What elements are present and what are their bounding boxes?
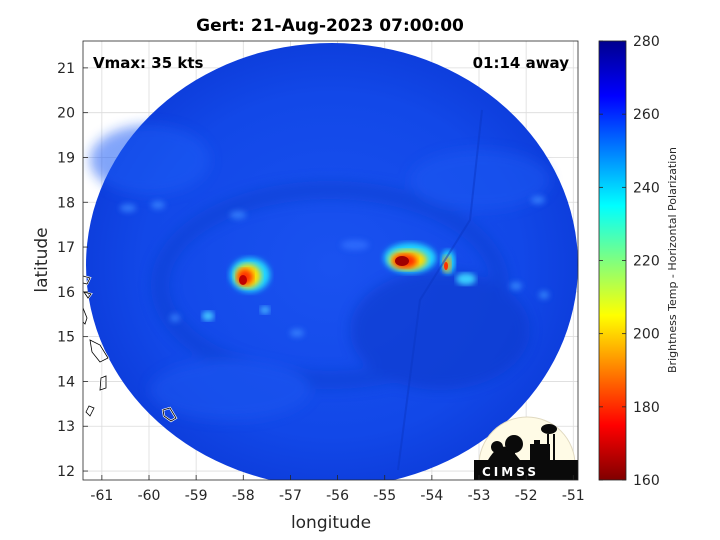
y-tick-label: 19 — [57, 150, 75, 166]
colorbar-label: Brightness Temp - Horizontal Polarizatio… — [666, 147, 679, 373]
y-tick-label: 18 — [57, 195, 75, 211]
x-tick-label: -51 — [562, 488, 585, 504]
vmax-annotation: Vmax: 35 kts — [93, 54, 203, 72]
chart-title: Gert: 21-Aug-2023 07:00:00 — [196, 16, 464, 36]
convection-west — [202, 258, 270, 321]
x-axis: -61 -60 -59 -58 -57 -56 -55 -54 -53 -52 -51 — [90, 475, 585, 504]
y-tick-label: 20 — [57, 106, 75, 122]
y-tick-label: 12 — [57, 464, 75, 480]
x-tick-label: -59 — [185, 488, 208, 504]
x-tick-label: -60 — [138, 488, 161, 504]
swath-texture — [90, 125, 550, 420]
cimss-logo: CIMSS — [474, 416, 578, 480]
x-axis-label: longitude — [291, 513, 371, 533]
light-patches — [120, 196, 549, 337]
colorbar-tick-label: 200 — [633, 327, 660, 343]
colorbar-tick-label: 160 — [633, 473, 660, 489]
x-tick-label: -61 — [90, 488, 113, 504]
y-axis: 12 13 14 15 16 17 18 19 20 21 — [57, 61, 88, 480]
x-tick-label: -57 — [279, 488, 302, 504]
y-tick-label: 21 — [57, 61, 75, 77]
axes-box — [82, 40, 579, 481]
y-tick-label: 13 — [57, 419, 75, 435]
x-tick-label: -53 — [468, 488, 491, 504]
time-away-annotation: 01:14 away — [473, 54, 570, 72]
y-tick-label: 17 — [57, 240, 75, 256]
colorbar-tick-label: 280 — [633, 34, 660, 50]
coastlines-black — [83, 275, 177, 422]
colorbar-tick-label: 240 — [633, 180, 660, 196]
x-tick-label: -52 — [515, 488, 538, 504]
x-tick-label: -55 — [373, 488, 396, 504]
colorbar-tick-label: 260 — [633, 107, 660, 123]
convection-east — [384, 243, 476, 285]
colorbar-tick-label: 180 — [633, 400, 660, 416]
colorbar-tick-label: 220 — [633, 254, 660, 270]
swath-seam — [397, 109, 483, 471]
colorbar — [598, 40, 627, 481]
x-tick-label: -54 — [420, 488, 443, 504]
y-tick-label: 15 — [57, 330, 75, 346]
y-axis-label: latitude — [32, 227, 52, 292]
x-tick-label: -56 — [326, 488, 349, 504]
colorbar-ticks: 160 180 200 220 240 260 280 — [599, 34, 660, 489]
y-tick-label: 14 — [57, 374, 75, 390]
x-tick-label: -58 — [232, 488, 255, 504]
logo-text: CIMSS — [482, 465, 539, 479]
y-tick-label: 16 — [57, 285, 75, 301]
